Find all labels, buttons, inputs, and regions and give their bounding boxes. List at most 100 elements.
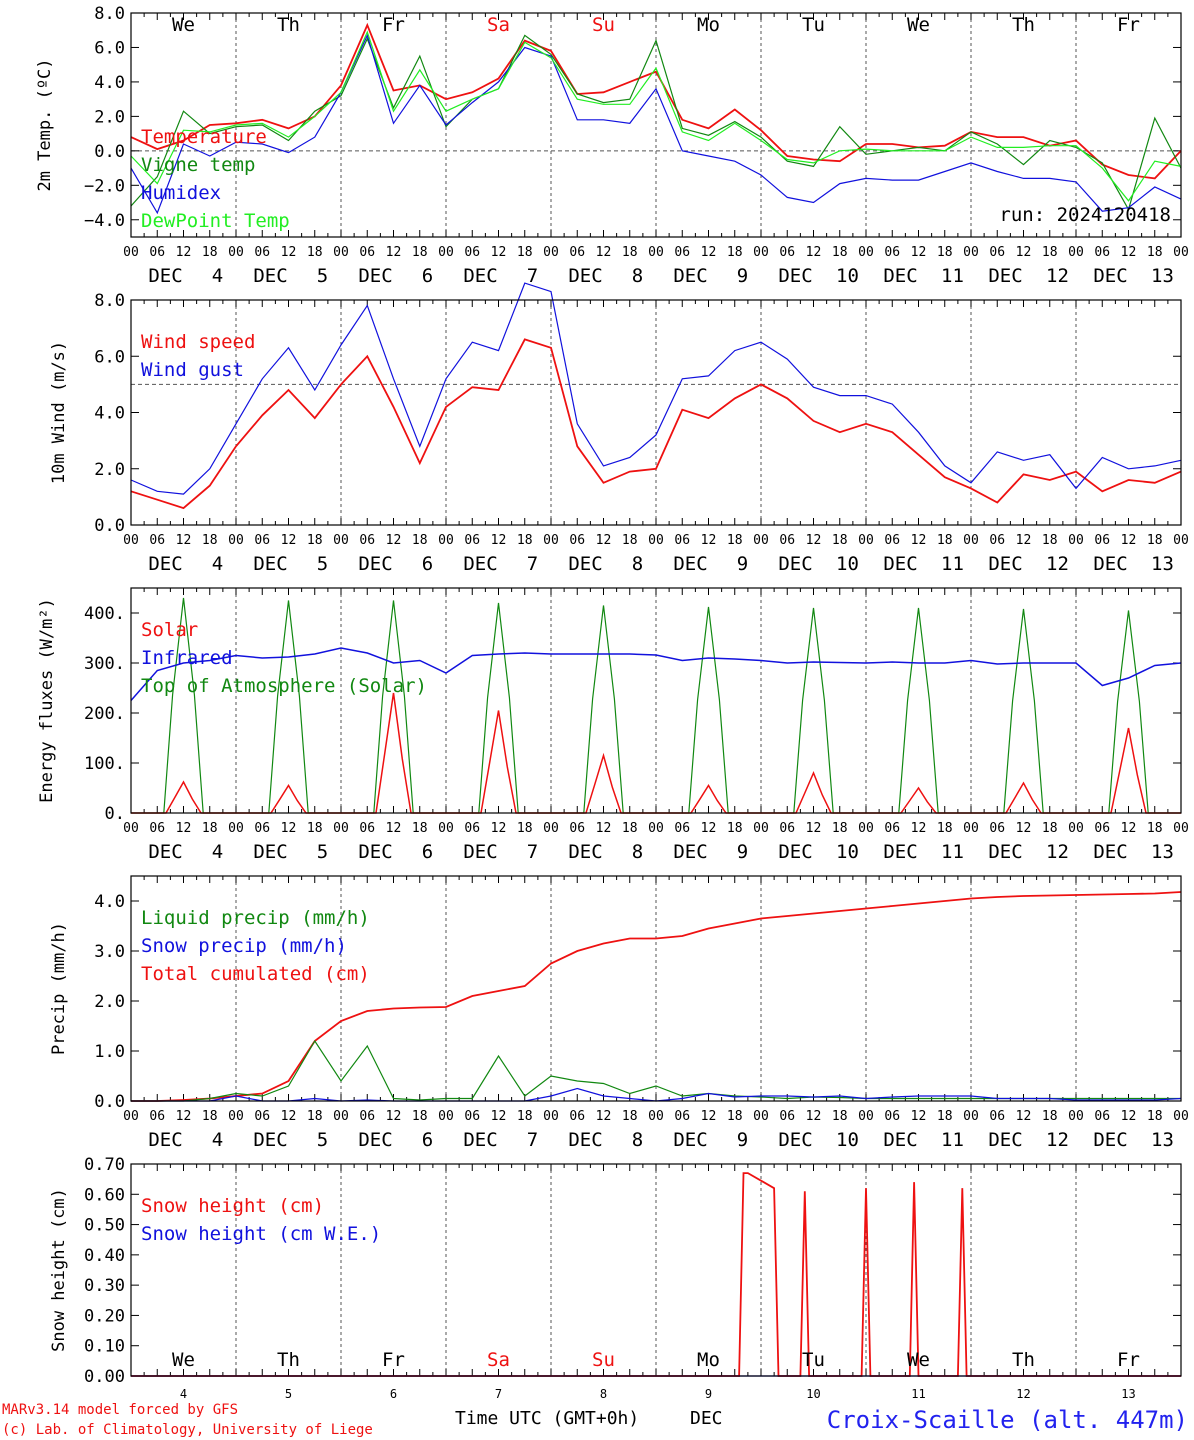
series-vigne-temp — [130, 34, 1182, 211]
hour-tick-label: 00 — [333, 533, 349, 548]
month-label: DEC — [883, 1129, 917, 1151]
hour-tick-label: 06 — [359, 245, 375, 260]
day-number-label: 5 — [317, 841, 328, 863]
y-axis-label: Energy fluxes (W/m²) — [37, 598, 57, 803]
hour-tick-label: 18 — [517, 245, 533, 260]
weekday-label: Th — [1012, 1349, 1035, 1371]
x-axis-title: Time UTC (GMT+0h) — [455, 1408, 639, 1429]
hour-tick-label: 06 — [884, 245, 900, 260]
hour-tick-label: 18 — [832, 245, 848, 260]
y-tick-label: −4.0 — [84, 211, 125, 231]
series-top-of-atmosphere — [1076, 610, 1181, 814]
hour-tick-label: 00 — [963, 1109, 979, 1124]
month-label: DEC — [463, 841, 497, 863]
hour-tick-label: 12 — [701, 245, 717, 260]
hour-tick-label: 06 — [569, 1109, 585, 1124]
day-number-label: 9 — [737, 553, 748, 575]
hour-tick-label: 00 — [333, 245, 349, 260]
day-number-label: 12 — [1046, 1129, 1069, 1151]
chart-panels: 8.0 6.0 4.0 2.0 0.0 −2.0 −4.0 2m Temp. (ºC) Temp… — [35, 4, 1189, 1401]
series-top-of-atmosphere — [341, 600, 446, 814]
hour-tick-label: 12 — [1016, 533, 1032, 548]
legend-entry: Snow precip (mm/h) — [141, 935, 347, 957]
y-tick-label: 2.0 — [94, 992, 125, 1012]
day-number-label: 10 — [836, 265, 859, 287]
hour-tick-label: 06 — [779, 533, 795, 548]
hour-tick-label: 12 — [1121, 821, 1137, 836]
hour-tick-label: 00 — [753, 821, 769, 836]
day-number-label: 9 — [705, 1387, 712, 1401]
weekday-label: Fr — [1117, 14, 1140, 36]
hour-tick-label: 06 — [254, 821, 270, 836]
hour-tick-label: 06 — [254, 533, 270, 548]
hour-tick-label: 12 — [596, 533, 612, 548]
hour-tick-label: 18 — [517, 533, 533, 548]
legend-entry: Infrared — [141, 647, 233, 669]
legend-entry: Snow height (cm) — [141, 1195, 324, 1217]
footer: MARv3.14 model forced by GFS (c) Lab. of… — [2, 1402, 1188, 1438]
month-label: DEC — [673, 265, 707, 287]
hour-tick-label: 18 — [412, 821, 428, 836]
series-dewpoint-temp — [130, 30, 1182, 202]
month-label: DEC — [778, 553, 812, 575]
hour-tick-label: 00 — [1068, 821, 1084, 836]
hour-tick-label: 06 — [569, 533, 585, 548]
hour-tick-label: 06 — [989, 1109, 1005, 1124]
month-label: DEC — [1093, 265, 1127, 287]
hour-tick-label: 12 — [281, 245, 297, 260]
hour-tick-label: 00 — [963, 821, 979, 836]
series-infrared — [130, 647, 1182, 701]
hour-tick-label: 18 — [1147, 1109, 1163, 1124]
hour-tick-label: 06 — [989, 533, 1005, 548]
plot-frame — [130, 1163, 1182, 1377]
x-axis-unit: DEC — [690, 1408, 723, 1429]
y-tick-label: 0.40 — [84, 1246, 125, 1266]
month-label: DEC — [148, 841, 182, 863]
month-label: DEC — [568, 841, 602, 863]
hour-tick-label: 06 — [674, 533, 690, 548]
series-top-of-atmosphere — [866, 607, 971, 814]
y-tick-label: 2.0 — [94, 460, 125, 480]
hour-tick-label: 06 — [779, 1109, 795, 1124]
weekday-label: Su — [592, 1349, 615, 1371]
plot-frame — [130, 12, 1182, 238]
legend-entry: Wind speed — [141, 331, 255, 353]
hour-tick-label: 18 — [622, 821, 638, 836]
hour-tick-label: 12 — [176, 821, 192, 836]
month-label: DEC — [253, 841, 287, 863]
month-label: DEC — [778, 1129, 812, 1151]
month-label: DEC — [568, 265, 602, 287]
hour-tick-label: 06 — [884, 821, 900, 836]
day-number-label: 10 — [836, 1129, 859, 1151]
weekday-label: Mo — [697, 14, 720, 36]
hour-tick-label: 06 — [569, 821, 585, 836]
day-number-label: 7 — [527, 1129, 538, 1151]
panel-3: 400. 300. 200. 100. 0. Energy fluxes (W/m²) So… — [37, 587, 1189, 863]
hour-tick-label: 06 — [1094, 245, 1110, 260]
y-tick-label: 200. — [84, 704, 125, 724]
panel-5: 0.70 0.60 0.50 0.40 0.30 0.20 0.10 0.00 Snow hei… — [49, 1155, 1182, 1401]
day-number-label: 13 — [1151, 553, 1174, 575]
month-label: DEC — [1093, 553, 1127, 575]
hour-tick-label: 06 — [1094, 821, 1110, 836]
weekday-label: We — [172, 1349, 195, 1371]
y-tick-label: 300. — [84, 654, 125, 674]
hour-tick-label: 12 — [1016, 821, 1032, 836]
day-number-label: 13 — [1151, 1129, 1174, 1151]
hour-tick-label: 00 — [438, 533, 454, 548]
hour-tick-label: 12 — [491, 1109, 507, 1124]
day-number-label: 4 — [212, 841, 223, 863]
hour-tick-label: 06 — [884, 1109, 900, 1124]
month-label: DEC — [358, 553, 392, 575]
hour-tick-label: 18 — [937, 821, 953, 836]
hour-tick-label: 18 — [202, 245, 218, 260]
hour-tick-label: 18 — [622, 245, 638, 260]
hour-tick-label: 12 — [806, 245, 822, 260]
month-label: DEC — [673, 553, 707, 575]
month-label: DEC — [883, 841, 917, 863]
hour-tick-label: 12 — [701, 533, 717, 548]
legend-entry: Solar — [141, 619, 198, 641]
hour-tick-label: 18 — [202, 1109, 218, 1124]
model-credit: MARv3.14 model forced by GFS — [2, 1402, 238, 1418]
hour-tick-label: 18 — [937, 1109, 953, 1124]
